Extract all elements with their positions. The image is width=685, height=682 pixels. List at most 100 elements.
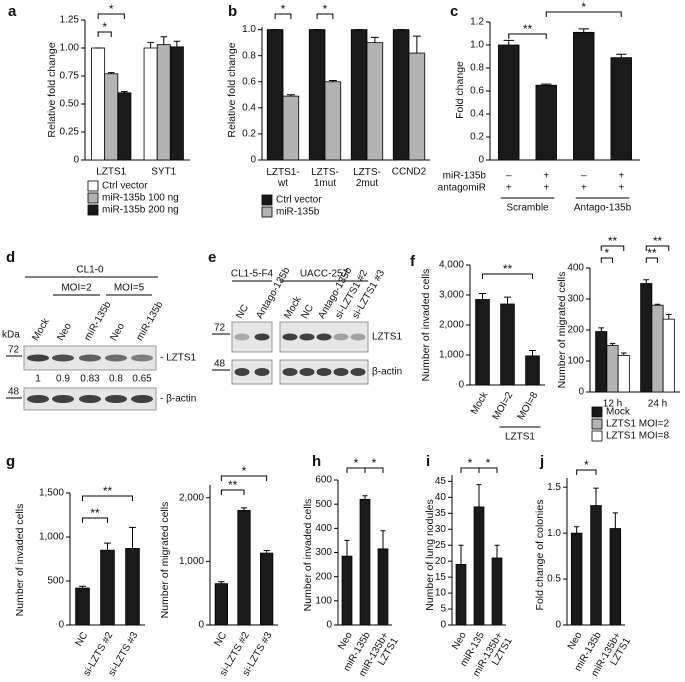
condition-label: miR-135b bbox=[443, 171, 487, 182]
y-tick-label: 0 bbox=[326, 620, 332, 631]
group-label: Antago-135b bbox=[574, 203, 632, 214]
group-label: CL1-5-F4 bbox=[231, 269, 274, 280]
x-tick-label: MOI=8 bbox=[516, 390, 541, 422]
bar bbox=[570, 532, 583, 626]
blot-band bbox=[299, 333, 315, 341]
legend-swatch bbox=[591, 406, 603, 418]
significance-bracket bbox=[220, 489, 245, 495]
significance-bracket bbox=[600, 257, 613, 263]
y-axis-label: Number of migrated cells bbox=[159, 502, 171, 619]
bar bbox=[359, 498, 371, 626]
bar bbox=[104, 73, 119, 161]
bar bbox=[169, 46, 184, 161]
panel-letter: c bbox=[450, 3, 458, 20]
bar bbox=[473, 506, 485, 626]
error-bar bbox=[529, 350, 536, 356]
condition-cell: + bbox=[581, 183, 587, 194]
significance-bracket bbox=[82, 495, 133, 501]
error-bar bbox=[240, 507, 248, 511]
x-tick-label: SYT1 bbox=[151, 167, 176, 178]
bar bbox=[408, 52, 426, 161]
blot-band bbox=[350, 368, 366, 376]
bar bbox=[573, 31, 595, 161]
significance-bracket bbox=[316, 13, 334, 19]
bar bbox=[662, 318, 675, 393]
error-bar bbox=[541, 83, 552, 86]
condition-cell: – bbox=[506, 171, 512, 182]
y-tick-label: 1,000 bbox=[179, 556, 204, 567]
bar bbox=[640, 283, 653, 393]
lane-label: Neo bbox=[108, 321, 127, 343]
group-label: UACC-257 bbox=[300, 269, 349, 280]
y-tick-label: 0 bbox=[555, 620, 561, 631]
significance-label: ** bbox=[503, 262, 513, 276]
bar bbox=[143, 47, 158, 161]
y-tick-label: 0.5 bbox=[547, 574, 561, 585]
marker-label: 48 bbox=[8, 387, 20, 398]
error-bar bbox=[370, 36, 379, 43]
significance-bracket bbox=[545, 11, 622, 17]
significance-label: * bbox=[605, 246, 610, 260]
error-bar bbox=[598, 327, 605, 332]
significance-label: ** bbox=[103, 484, 113, 498]
panel-letter: g bbox=[6, 453, 15, 470]
legend-label: Ctrl vector bbox=[102, 181, 148, 192]
x-tick-label: LZTS-2mut bbox=[353, 167, 381, 189]
bar bbox=[266, 29, 284, 161]
band-label: - β-actin bbox=[160, 394, 196, 405]
significance-label: * bbox=[323, 2, 328, 16]
error-bar bbox=[665, 314, 672, 320]
condition-cell: + bbox=[543, 171, 549, 182]
bar bbox=[260, 552, 274, 626]
significance-bracket bbox=[645, 245, 670, 251]
quantification: 1 bbox=[35, 374, 41, 385]
error-bar bbox=[380, 530, 386, 549]
y-tick-label: 400 bbox=[567, 263, 584, 274]
error-bar bbox=[643, 279, 650, 284]
marker-label: 72 bbox=[214, 323, 226, 334]
x-tick-label: LZTS1-wt bbox=[266, 167, 299, 189]
panel-letter: i bbox=[426, 453, 430, 470]
y-tick-label: 35 bbox=[435, 508, 447, 519]
error-bar bbox=[160, 36, 168, 45]
y-tick-label: 0.50 bbox=[60, 99, 80, 110]
legend-label: Ctrl vector bbox=[276, 195, 322, 206]
blot-band bbox=[234, 333, 250, 341]
kda-label: kDa bbox=[2, 330, 20, 341]
condition-label: antagomiR bbox=[438, 183, 486, 194]
y-tick-label: 0.2 bbox=[242, 129, 256, 140]
bar bbox=[377, 548, 389, 626]
significance-bracket bbox=[97, 31, 112, 37]
y-tick-label: 0 bbox=[58, 620, 64, 631]
y-tick-label: 4,000 bbox=[439, 260, 464, 271]
condition-cell: + bbox=[506, 183, 512, 194]
condition-cell: + bbox=[543, 183, 549, 194]
error-bar bbox=[344, 539, 350, 557]
x-tick-label: 24 h bbox=[648, 399, 667, 410]
bar bbox=[491, 557, 503, 626]
significance-label: * bbox=[486, 456, 491, 470]
significance-label: * bbox=[354, 456, 359, 470]
blot-band bbox=[254, 368, 270, 376]
error-bar bbox=[612, 512, 618, 529]
error-bar bbox=[79, 585, 86, 589]
blot-band bbox=[27, 354, 49, 362]
error-bar bbox=[654, 303, 661, 306]
significance-bracket bbox=[576, 469, 597, 475]
error-bar bbox=[620, 352, 627, 356]
y-tick-label: 1.0 bbox=[242, 24, 256, 35]
error-bar bbox=[362, 495, 368, 500]
blot-band bbox=[299, 368, 315, 376]
legend-swatch bbox=[591, 430, 603, 442]
legend-swatch bbox=[87, 180, 99, 192]
y-tick-label: 0.6 bbox=[242, 76, 256, 87]
bar bbox=[590, 505, 602, 626]
blot-band bbox=[254, 333, 270, 341]
significance-bracket bbox=[482, 273, 533, 279]
lane-label: NC bbox=[299, 303, 316, 321]
legend-swatch bbox=[261, 206, 273, 218]
y-tick-label: 0 bbox=[458, 380, 464, 391]
significance-label: * bbox=[581, 0, 586, 14]
bar bbox=[606, 345, 619, 393]
legend-label: miR-135b bbox=[276, 207, 320, 218]
